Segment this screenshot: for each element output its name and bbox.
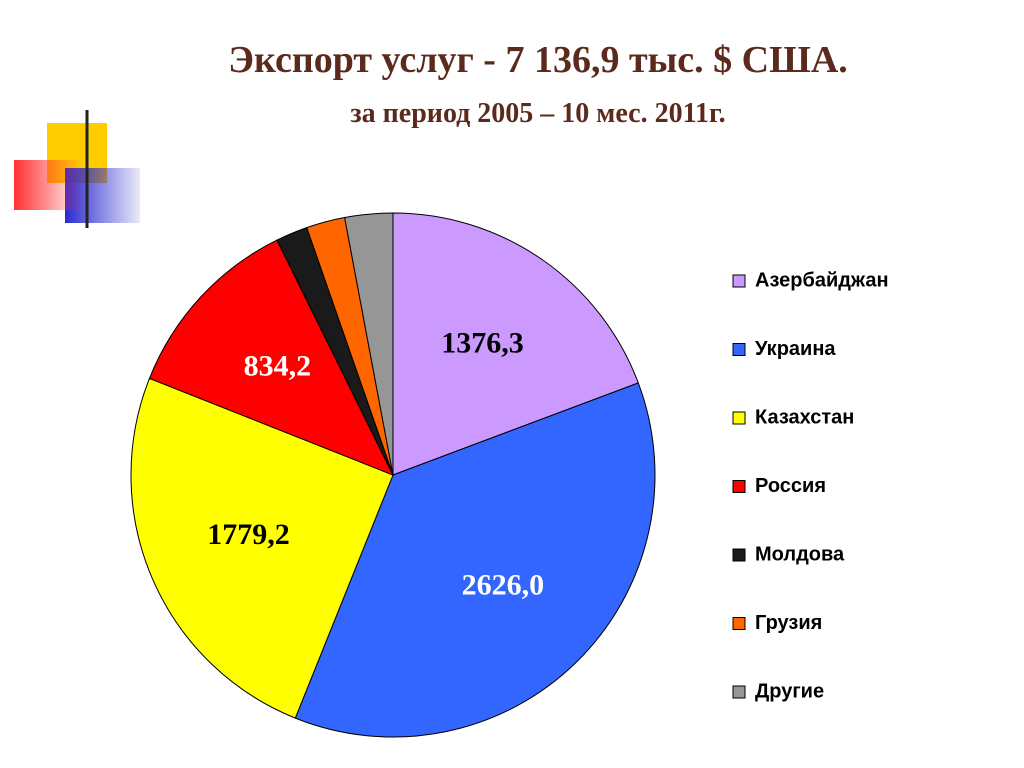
legend-label: Казахстан <box>755 406 854 428</box>
legend-label: Другие <box>755 680 824 702</box>
pie-slice <box>130 377 394 719</box>
value-label: 834,2 <box>244 349 312 382</box>
legend-label: Молдова <box>755 543 845 565</box>
legend-swatch <box>732 685 746 699</box>
pie-slice <box>344 212 394 476</box>
pie-slice <box>392 212 639 476</box>
pie-slice <box>294 382 656 738</box>
legend-swatch <box>732 548 746 562</box>
value-label: 1779,2 <box>207 518 290 551</box>
legend-label: Азербайджан <box>755 269 889 291</box>
decoration <box>14 110 960 228</box>
legend-swatch <box>732 274 746 288</box>
legend-swatch <box>732 343 746 356</box>
chart-title: Экспорт услуг - 7 136,9 тыс. $ США. <box>228 39 848 81</box>
chart-subtitle: за период 2005 – 10 мес. 2011г. <box>350 98 725 129</box>
value-label: 2626,0 <box>462 568 545 601</box>
legend-label: Грузия <box>755 612 822 634</box>
legend-swatch <box>732 617 746 630</box>
value-label: 1376,3 <box>441 327 524 360</box>
legend-swatch <box>732 411 746 425</box>
legend-swatch <box>732 480 746 493</box>
pie-slice <box>148 239 395 476</box>
legend-label: Россия <box>755 475 826 497</box>
legend-label: Украина <box>755 338 836 360</box>
